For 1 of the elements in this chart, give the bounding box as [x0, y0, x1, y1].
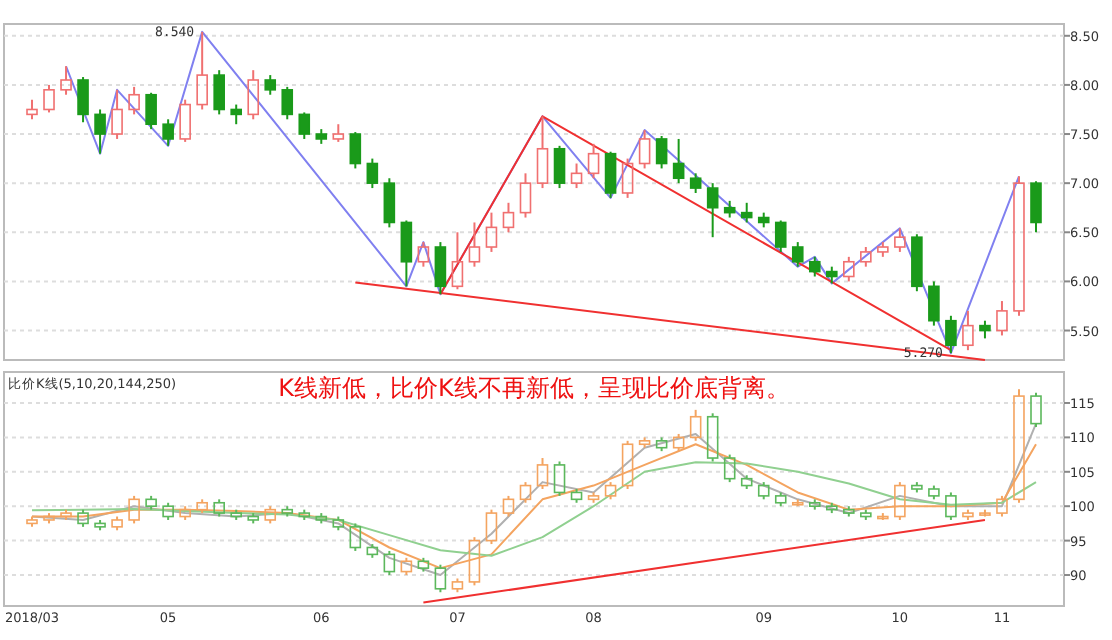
annotation: K线新低，比价K线不再新低，呈现比价底背离。 — [278, 374, 790, 402]
